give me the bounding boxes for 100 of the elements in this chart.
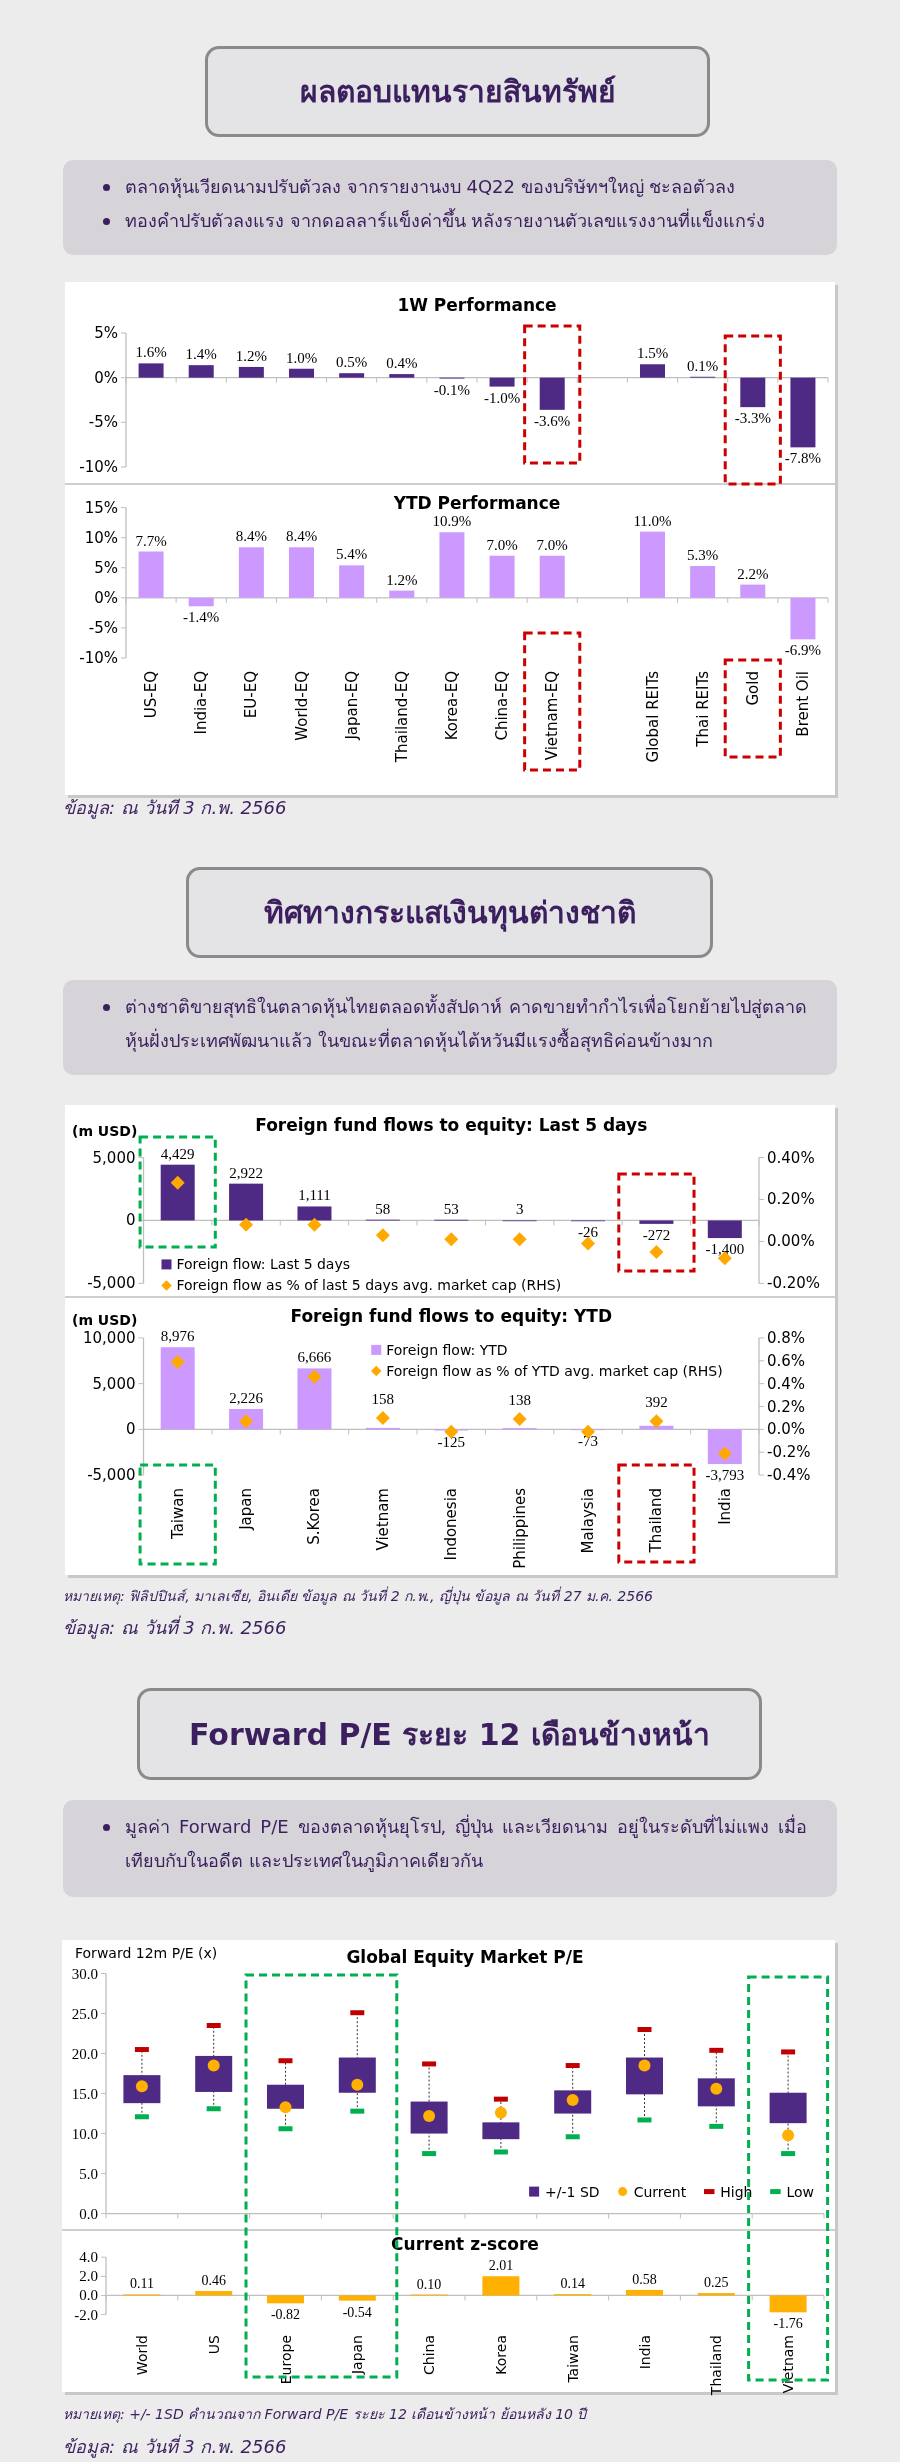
bar <box>267 2295 304 2304</box>
y2-tick-label: 0.00% <box>767 1232 815 1251</box>
data-label: 11.0% <box>633 512 672 529</box>
point <box>444 1232 459 1247</box>
x-tick-label: World <box>133 2335 150 2376</box>
text: หมายเหตุ: ฟิลิปปินส์, มาเลเซีย, อินเดีย ข้อมูล ณ วันที่ 2 ก.พ., ญี่ปุ่น ข้อมูล ณ วันที่ 27 ม.ค. 2566 <box>63 1585 653 1607</box>
y-tick-label: 0% <box>94 588 118 607</box>
data-label: 4,429 <box>160 1145 195 1162</box>
bar <box>238 547 264 598</box>
y-tick-label: 5.0 <box>79 2165 98 2182</box>
data-label: 6,666 <box>297 1349 332 1366</box>
x-tick-label: Vietnam-EQ <box>543 671 562 761</box>
bar <box>138 551 164 598</box>
bar <box>439 532 465 598</box>
point <box>307 1369 322 1384</box>
point <box>638 2059 651 2072</box>
data-label: 5.4% <box>336 546 368 563</box>
x-tick-label: Thailand <box>647 1488 666 1554</box>
text: ทองคำปรับตัวลงแรง จากดอลลาร์แข็งค่าขึ้น หลังรายงานตัวเลขแรงงานที่แข็งแกร่ง <box>124 207 767 233</box>
data-label: 0.25 <box>704 2275 729 2291</box>
data-label: 0.4% <box>386 355 418 372</box>
x-tick-label: Thai REITs <box>693 670 712 748</box>
data-label: 0.58 <box>632 2271 657 2287</box>
y-tick-label: 5% <box>94 324 118 342</box>
bar <box>289 368 314 378</box>
x-tick-label: Philippines <box>510 1487 529 1569</box>
point <box>512 1412 527 1427</box>
bar <box>297 1206 332 1221</box>
text: ต่างชาติขายสุทธิในตลาดหุ้นไทยตลอดทั้งสัปดาห์ คาดขายทำกำไรเพื่อโยกย้ายไปสู่ตลาดหุ้นฝั่งประเทศพัฒนาแล้ว ในขณะที่ตลาดหุ้นไต้หวันมีแรงซื้อสุทธิค่อนข้างมาก <box>124 993 807 1054</box>
data-label: 3 <box>515 1201 524 1218</box>
text: ตลาดหุ้นเวียดนามปรับตัวลง จากรายงานงบ 4Q22 ของบริษัทฯใหญ่ ชะลอตัวลง <box>124 175 737 200</box>
legend-label: +/-1 SD <box>545 2183 600 2200</box>
x-tick-label: US <box>205 2334 222 2355</box>
y-tick-label: 4.0 <box>79 2249 98 2266</box>
x-tick-label: India-EQ <box>192 671 211 735</box>
bar <box>790 597 816 640</box>
x-tick-label: Europe <box>277 2335 294 2385</box>
data-label: 0.11 <box>129 2276 154 2292</box>
point <box>649 1414 664 1429</box>
data-label: -1,400 <box>705 1241 745 1258</box>
bar <box>707 1220 742 1239</box>
data-label: 158 <box>371 1390 395 1407</box>
bar <box>626 2289 663 2296</box>
y-tick-label: 0.0 <box>79 2287 98 2304</box>
text: หมายเหตุ: +/- 1SD คำนวณจาก Forward P/E ระยะ 12 เดือนข้างหน้า ย้อนหลัง 10 ปี <box>63 2405 587 2425</box>
data-label: -1.76 <box>773 2316 803 2332</box>
text: ทิศทางกระแสเงินทุนต่างชาติ <box>186 867 713 958</box>
y-tick-label: 30.0 <box>71 1965 98 1982</box>
bar <box>690 565 716 598</box>
data-label: 8,976 <box>160 1328 196 1345</box>
data-label: 0.46 <box>201 2273 226 2289</box>
chart-title: 1W Performance <box>397 295 557 315</box>
point <box>351 2078 364 2091</box>
y-tick-label: -5% <box>88 618 118 637</box>
text: ผลตอบแทนรายสินทรัพย์ <box>205 46 710 137</box>
y2-tick-label: -0.20% <box>767 1274 821 1293</box>
y-tick-label: 10,000 <box>83 1328 136 1347</box>
x-tick-label: Japan <box>349 2335 366 2376</box>
data-label: -7.8% <box>784 450 822 467</box>
y-tick-label: 0% <box>94 368 118 387</box>
data-label: 2,922 <box>229 1164 263 1181</box>
x-tick-label: Global REITs <box>643 670 662 763</box>
bar <box>769 2295 807 2313</box>
data-label: 1.0% <box>285 349 318 366</box>
data-label: 1.5% <box>636 345 669 362</box>
data-label: -3.3% <box>734 410 771 427</box>
bar <box>639 1220 674 1224</box>
bar <box>489 377 515 387</box>
data-label: 2.01 <box>488 2258 514 2274</box>
legend-label: Current <box>633 2183 687 2200</box>
point <box>279 2101 292 2114</box>
x-tick-label: Indonesia <box>442 1488 461 1561</box>
x-tick-label: China-EQ <box>493 671 512 741</box>
legend-label: Foreign flow: Last 5 days <box>176 1256 351 1273</box>
data-label: -0.1% <box>433 381 471 398</box>
chart-title: Current z-score <box>391 2234 539 2254</box>
y-tick-label: -5% <box>88 413 118 432</box>
y-axis-title: Forward 12m P/E (x) <box>75 1945 218 1961</box>
bar <box>389 374 415 378</box>
x-tick-label: Korea <box>492 2335 509 2375</box>
text: มูลค่า Forward P/E ของตลาดหุ้นยุโรป, ญี่ปุ่น และเวียดนาม อยู่ในระดับที่ไม่แพง เมื่อเทียบกับในอดีต และประเทศในภูมิภาคเดียวกัน <box>124 1813 807 1874</box>
bar <box>160 1347 195 1430</box>
y2-tick-label: 0.6% <box>767 1351 806 1370</box>
bar <box>489 555 515 598</box>
text: ข้อมูล: ณ วันที่ 3 ก.พ. 2566 <box>63 2433 287 2460</box>
x-tick-label: Japan <box>237 1488 256 1531</box>
point <box>782 2129 795 2142</box>
x-tick-label: China <box>421 2335 438 2375</box>
y2-tick-label: 0.0% <box>767 1420 806 1439</box>
bar <box>195 2291 233 2296</box>
y-tick-label: -10% <box>79 458 118 476</box>
y2-tick-label: 0.8% <box>767 1328 806 1347</box>
chart-title: YTD Performance <box>392 493 561 513</box>
text: ข้อมูล: ณ วันที่ 3 ก.พ. 2566 <box>63 796 287 821</box>
x-tick-label: Taiwan <box>168 1488 187 1541</box>
y-tick-label: -5,000 <box>87 1274 136 1293</box>
point <box>581 1236 596 1251</box>
y-tick-label: 5,000 <box>92 1374 136 1393</box>
data-label: 1.2% <box>235 347 267 364</box>
legend-label: High <box>720 2183 753 2200</box>
